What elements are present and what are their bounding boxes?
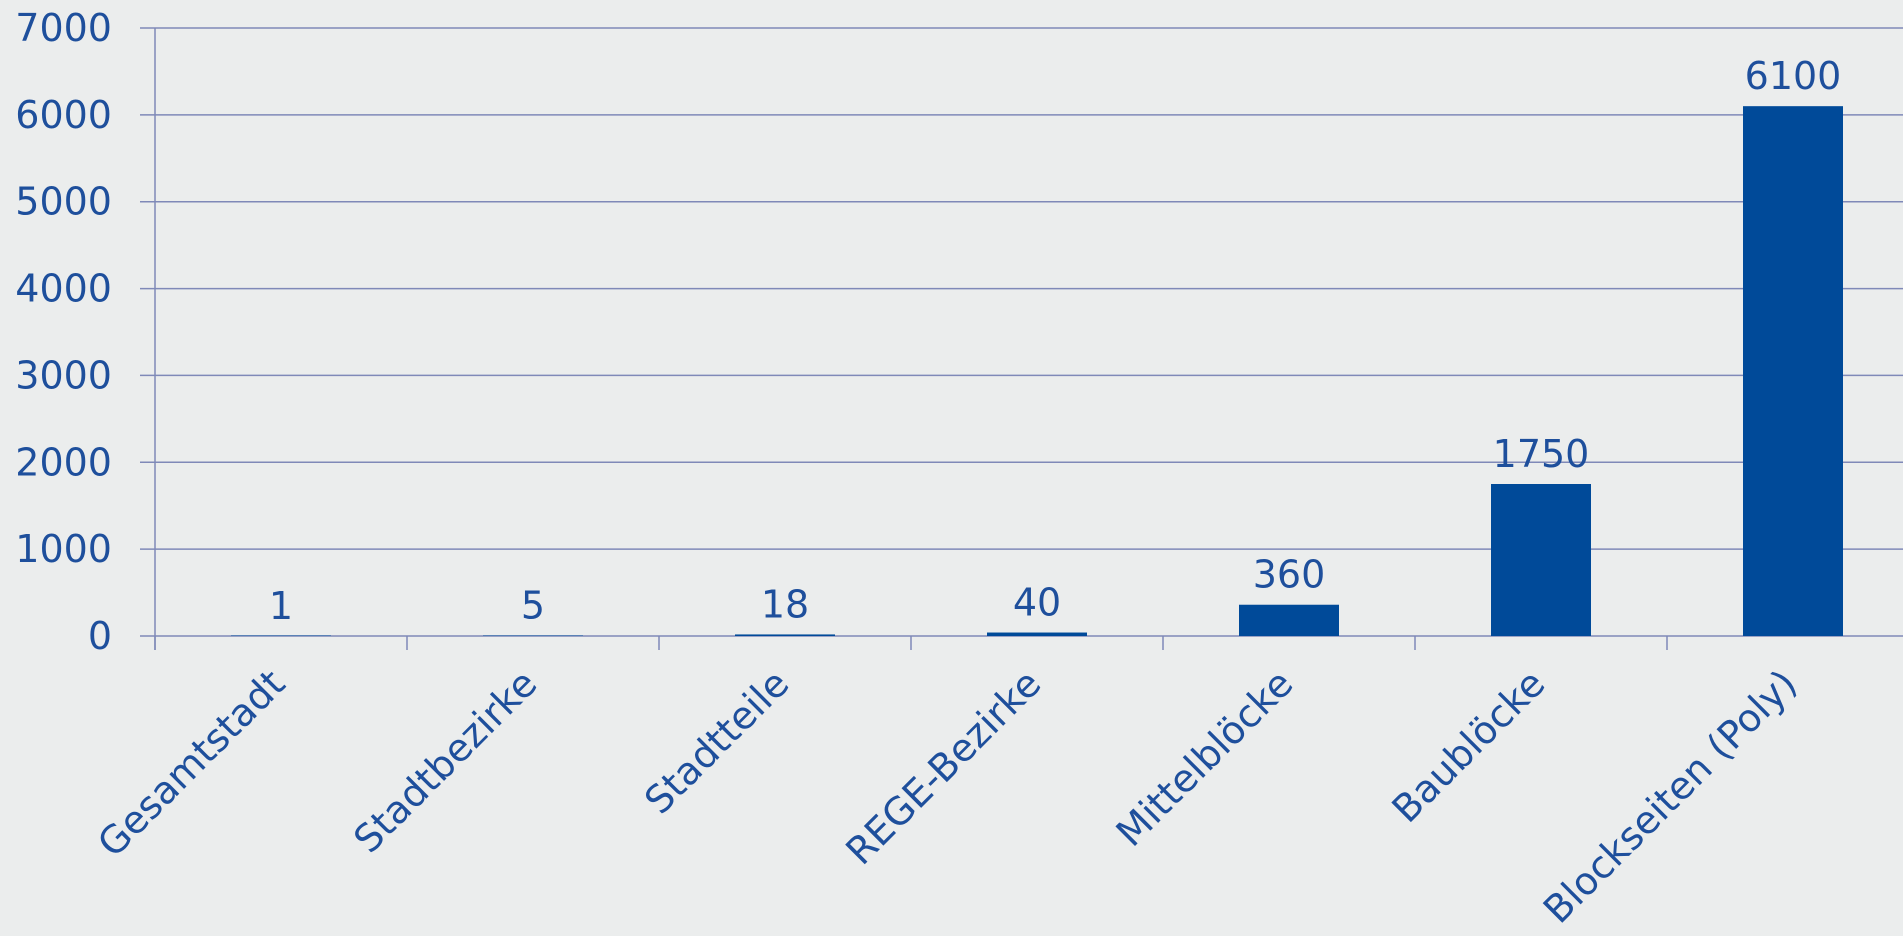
category-label: Mittelblöcke: [1108, 661, 1302, 855]
bar: [1743, 106, 1843, 636]
y-tick-label: 7000: [15, 6, 112, 50]
gridlines: [140, 27, 1903, 550]
data-label: 5: [521, 584, 545, 628]
category-label: Stadtteile: [636, 661, 797, 822]
bars: [231, 106, 1843, 636]
data-label: 6100: [1745, 54, 1842, 98]
data-label: 18: [761, 582, 809, 626]
bar: [483, 635, 583, 636]
bar: [231, 635, 331, 636]
data-label: 40: [1013, 581, 1061, 625]
data-label: 360: [1253, 553, 1326, 597]
y-tick-label: 2000: [15, 440, 112, 484]
y-tick-label: 4000: [15, 267, 112, 311]
y-tick-label: 6000: [15, 93, 112, 137]
y-tick-label: 5000: [15, 180, 112, 224]
y-tick-label: 3000: [15, 353, 112, 397]
category-label: Gesamtstadt: [89, 661, 293, 865]
axes: 0 1000 2000 3000 4000 5000 6000 7000: [15, 6, 1903, 658]
data-label: 1: [269, 584, 293, 628]
category-label: Baublöcke: [1383, 661, 1553, 831]
category-label: Stadtbezirke: [345, 661, 545, 861]
data-label: 1750: [1493, 432, 1590, 476]
y-tick-label: 0: [88, 614, 112, 658]
bar: [987, 632, 1087, 636]
y-tick-label: 1000: [15, 527, 112, 571]
bar: [1239, 604, 1339, 636]
bar: [735, 634, 835, 636]
category-label: REGE-Bezirke: [837, 661, 1049, 873]
category-label: Blockseiten (Poly): [1535, 661, 1805, 931]
bar: [1491, 484, 1591, 636]
